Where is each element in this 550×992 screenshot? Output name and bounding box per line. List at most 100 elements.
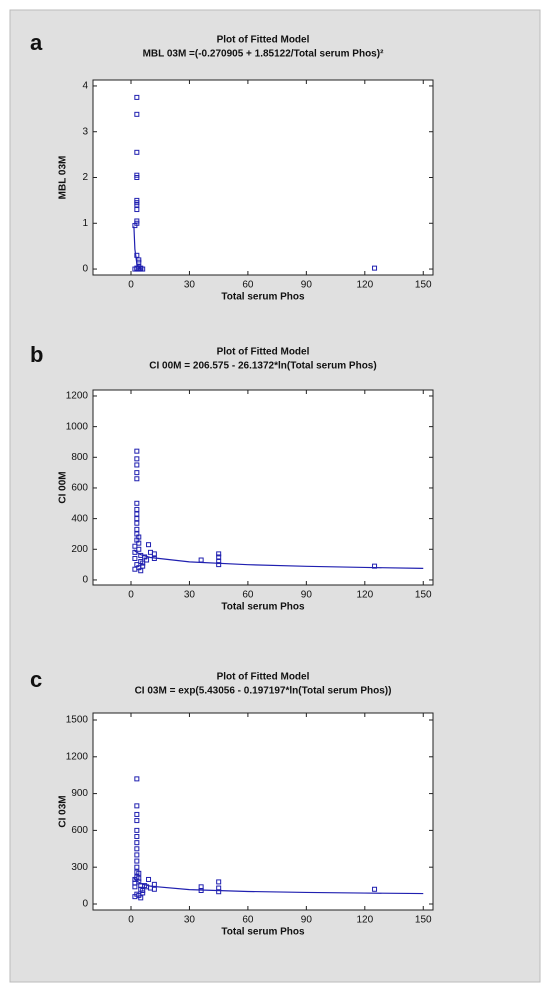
y-tick-label: 4 bbox=[82, 81, 88, 92]
data-point bbox=[134, 776, 140, 782]
data-point bbox=[138, 568, 144, 574]
y-tick-label: 600 bbox=[71, 825, 88, 836]
plot-area bbox=[92, 389, 434, 586]
x-axis-label: Total serum Phos bbox=[221, 927, 305, 938]
x-tick-label: 120 bbox=[356, 915, 373, 926]
data-point bbox=[134, 111, 140, 117]
y-tick-label: 0 bbox=[82, 264, 88, 275]
data-point bbox=[132, 543, 138, 549]
data-point bbox=[151, 555, 157, 561]
data-point bbox=[216, 889, 222, 895]
data-point bbox=[151, 886, 157, 892]
data-point bbox=[134, 252, 140, 258]
data-point bbox=[144, 557, 150, 563]
x-tick-label: 150 bbox=[415, 915, 432, 926]
y-axis-label: CI 00M bbox=[58, 471, 69, 503]
data-point bbox=[136, 546, 142, 552]
data-point bbox=[134, 500, 140, 506]
data-point bbox=[132, 884, 138, 890]
y-tick-label: 400 bbox=[71, 513, 88, 524]
data-point bbox=[136, 870, 142, 876]
chart-title: Plot of Fitted Model bbox=[217, 672, 310, 683]
x-tick-label: 30 bbox=[184, 280, 196, 291]
data-point bbox=[134, 149, 140, 155]
data-point bbox=[136, 534, 142, 540]
data-point bbox=[132, 894, 138, 900]
y-tick-label: 0 bbox=[82, 899, 88, 910]
x-tick-label: 60 bbox=[242, 915, 254, 926]
y-axis-label: CI 03M bbox=[58, 795, 69, 827]
data-point bbox=[136, 259, 142, 265]
chart-subtitle: CI 00M = 206.575 - 26.1372*ln(Total seru… bbox=[149, 361, 376, 372]
y-axis-label: MBL 03M bbox=[58, 156, 69, 200]
data-point bbox=[134, 846, 140, 852]
x-tick-label: 90 bbox=[301, 280, 313, 291]
x-tick-label: 120 bbox=[356, 590, 373, 601]
data-point bbox=[134, 456, 140, 462]
plot-area bbox=[92, 712, 434, 911]
data-point bbox=[134, 207, 140, 213]
data-point bbox=[132, 549, 138, 555]
chart-subtitle: MBL 03M =(-0.270905 + 1.85122/Total seru… bbox=[143, 49, 385, 60]
data-point bbox=[146, 876, 152, 882]
panel-letter: a bbox=[30, 30, 43, 55]
x-axis-label: Total serum Phos bbox=[221, 292, 305, 303]
y-tick-label: 200 bbox=[71, 544, 88, 555]
panel-letter: b bbox=[30, 342, 43, 367]
chart-title: Plot of Fitted Model bbox=[217, 347, 310, 358]
data-point bbox=[134, 202, 140, 208]
data-point bbox=[134, 476, 140, 482]
data-point bbox=[134, 520, 140, 526]
data-point bbox=[136, 540, 142, 546]
data-point bbox=[198, 557, 204, 563]
data-point bbox=[134, 840, 140, 846]
data-point bbox=[216, 559, 222, 565]
plot-area bbox=[92, 79, 434, 276]
data-point bbox=[132, 555, 138, 561]
y-tick-label: 300 bbox=[71, 862, 88, 873]
data-point bbox=[140, 560, 146, 566]
y-tick-label: 800 bbox=[71, 452, 88, 463]
data-point bbox=[216, 551, 222, 557]
data-point bbox=[138, 265, 144, 271]
data-point bbox=[134, 448, 140, 454]
data-point bbox=[134, 94, 140, 100]
y-tick-label: 900 bbox=[71, 788, 88, 799]
data-point bbox=[134, 462, 140, 468]
data-point bbox=[134, 858, 140, 864]
y-tick-label: 3 bbox=[82, 126, 88, 137]
y-tick-label: 1000 bbox=[66, 421, 89, 432]
data-point bbox=[146, 542, 152, 548]
y-tick-label: 2 bbox=[82, 172, 88, 183]
y-tick-label: 1200 bbox=[66, 751, 89, 762]
data-point bbox=[372, 886, 378, 892]
y-tick-label: 1 bbox=[82, 218, 88, 229]
data-point bbox=[134, 470, 140, 476]
x-tick-label: 60 bbox=[242, 280, 254, 291]
data-point bbox=[134, 834, 140, 840]
data-point bbox=[134, 175, 140, 180]
x-tick-label: 90 bbox=[301, 590, 313, 601]
y-tick-label: 600 bbox=[71, 483, 88, 494]
data-point bbox=[134, 827, 140, 833]
panel-letter: c bbox=[30, 667, 42, 692]
data-point bbox=[151, 881, 157, 887]
data-point bbox=[138, 895, 144, 901]
data-point bbox=[216, 879, 222, 885]
data-point bbox=[372, 563, 378, 569]
x-tick-label: 0 bbox=[128, 280, 134, 291]
data-point bbox=[132, 223, 138, 229]
data-point bbox=[134, 803, 140, 809]
data-point bbox=[134, 852, 140, 858]
x-tick-label: 60 bbox=[242, 590, 254, 601]
x-tick-label: 0 bbox=[128, 590, 134, 601]
data-point bbox=[372, 265, 378, 271]
x-tick-label: 0 bbox=[128, 915, 134, 926]
x-axis-label: Total serum Phos bbox=[221, 602, 305, 613]
data-point bbox=[151, 551, 157, 557]
x-tick-label: 150 bbox=[415, 590, 432, 601]
y-tick-label: 1500 bbox=[66, 715, 89, 726]
x-tick-label: 30 bbox=[184, 590, 196, 601]
